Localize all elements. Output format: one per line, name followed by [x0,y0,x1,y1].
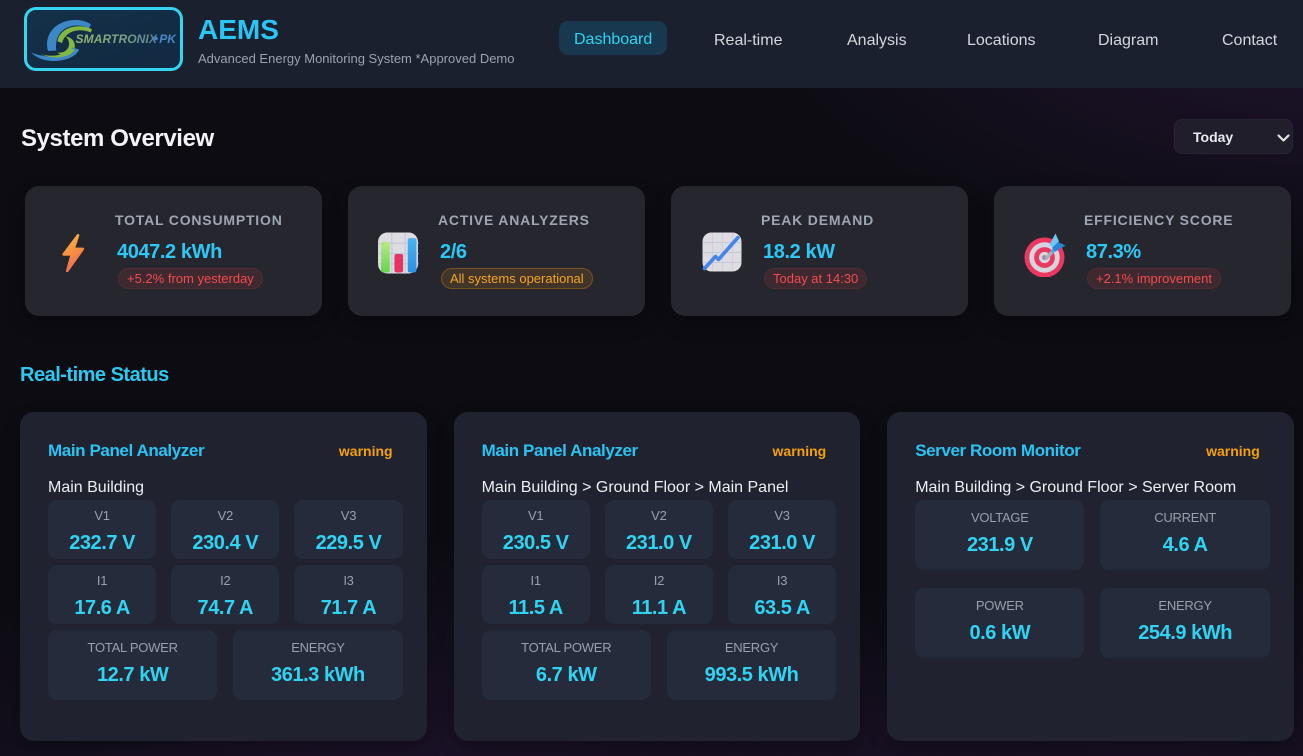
svg-text:SMARTRONIX: SMARTRONIX [76,32,158,46]
svg-text:PK: PK [159,32,177,46]
